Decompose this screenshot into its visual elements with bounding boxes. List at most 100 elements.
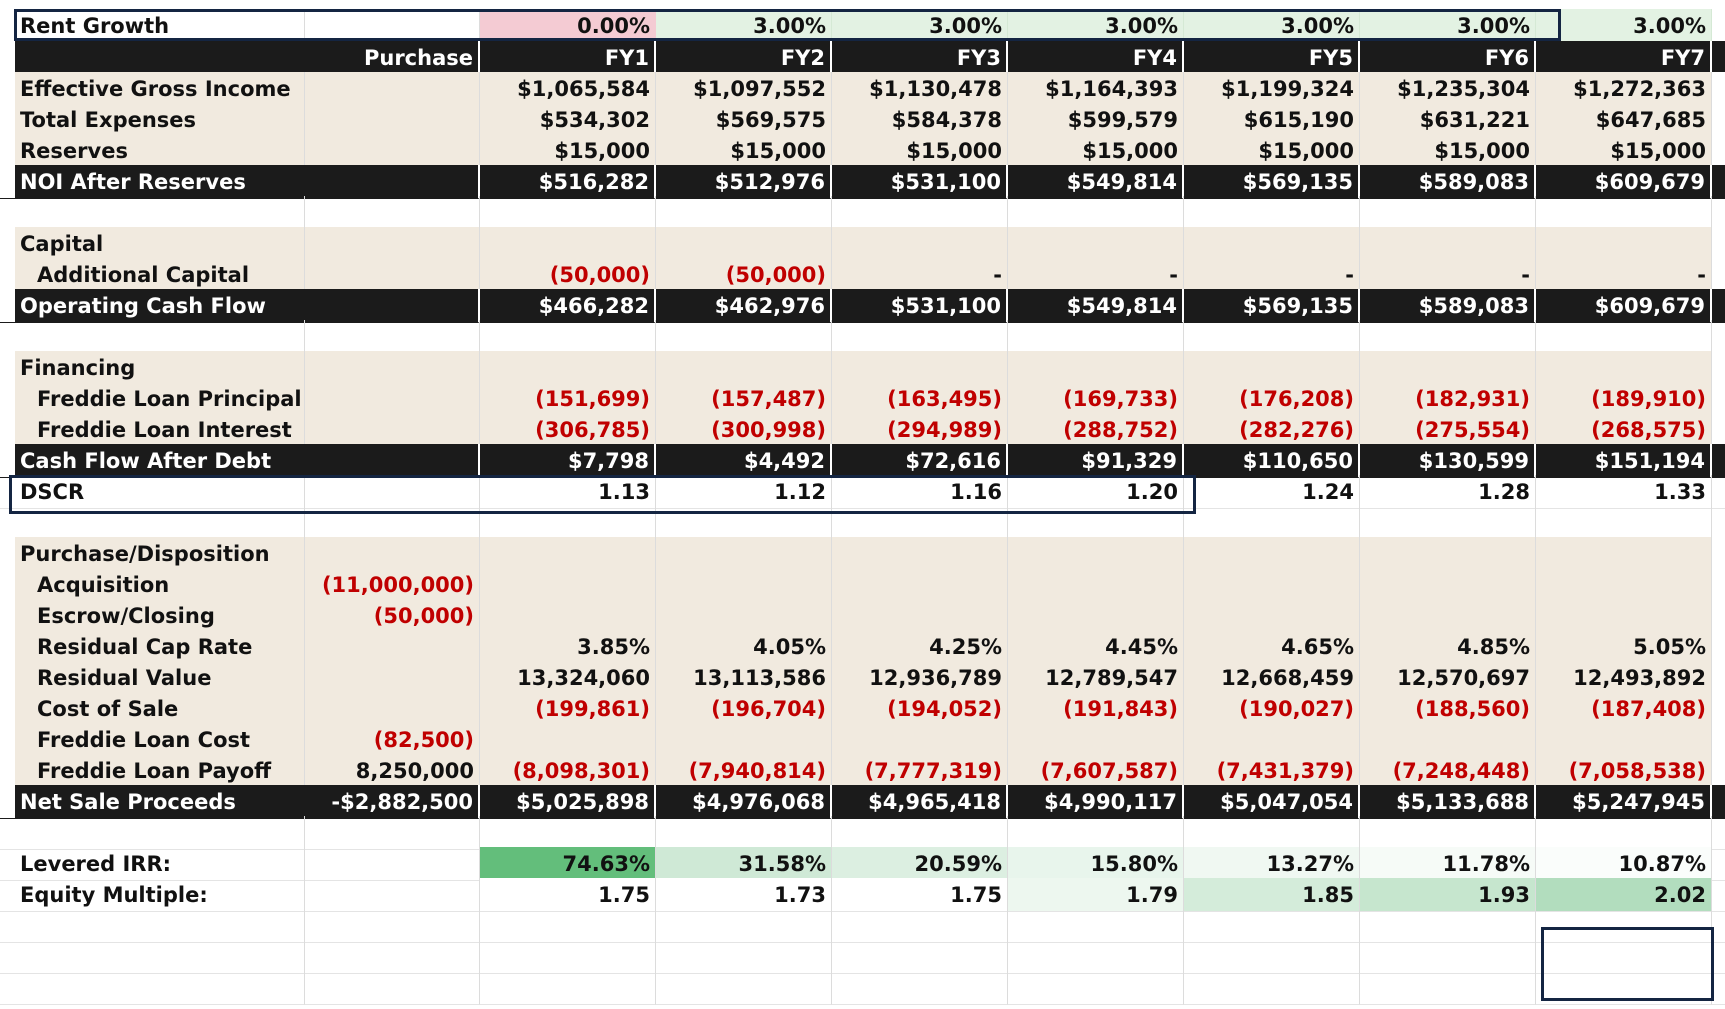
purchase-cell[interactable] xyxy=(305,506,480,540)
fy7-cell[interactable]: (189,910) xyxy=(1536,382,1712,416)
fy6-cell[interactable]: (275,554) xyxy=(1360,413,1536,447)
fy5-cell[interactable] xyxy=(1184,196,1360,230)
row-label-cell[interactable]: Reserves xyxy=(15,134,305,168)
overflow-column-cell[interactable] xyxy=(1712,41,1725,75)
fy6-cell[interactable] xyxy=(1360,940,1536,974)
fy4-cell[interactable]: (288,752) xyxy=(1008,413,1184,447)
overflow-column-cell[interactable] xyxy=(1712,537,1725,571)
fy6-cell[interactable]: (188,560) xyxy=(1360,692,1536,726)
overflow-column-cell[interactable] xyxy=(1712,196,1725,230)
fy2-cell[interactable] xyxy=(656,909,832,943)
fy3-cell[interactable]: $531,100 xyxy=(832,165,1008,199)
fy3-cell[interactable]: 3.00% xyxy=(832,9,1008,43)
purchase-cell[interactable] xyxy=(305,847,480,881)
row-gutter-cell[interactable] xyxy=(0,568,15,602)
fy4-cell[interactable]: - xyxy=(1008,258,1184,292)
fy4-cell[interactable]: $4,990,117 xyxy=(1008,785,1184,819)
fy4-cell[interactable] xyxy=(1008,940,1184,974)
fy6-cell[interactable] xyxy=(1360,723,1536,757)
fy4-cell[interactable]: 3.00% xyxy=(1008,9,1184,43)
fy5-cell[interactable]: FY5 xyxy=(1184,41,1360,75)
overflow-column-cell[interactable] xyxy=(1712,878,1725,912)
fy2-cell[interactable] xyxy=(656,537,832,571)
fy1-cell[interactable] xyxy=(480,568,656,602)
fy3-cell[interactable]: $1,130,478 xyxy=(832,72,1008,106)
fy1-cell[interactable]: 13,324,060 xyxy=(480,661,656,695)
row-label-cell[interactable]: Freddie Loan Principal xyxy=(15,382,305,416)
row-label-cell[interactable]: DSCR xyxy=(15,475,305,509)
fy4-cell[interactable]: 1.20 xyxy=(1008,475,1184,509)
row-label-cell[interactable]: Cost of Sale xyxy=(15,692,305,726)
fy1-cell[interactable]: FY1 xyxy=(480,41,656,75)
fy5-cell[interactable] xyxy=(1184,909,1360,943)
row-label-cell[interactable]: Freddie Loan Cost xyxy=(15,723,305,757)
fy4-cell[interactable]: $599,579 xyxy=(1008,103,1184,137)
fy3-cell[interactable]: $15,000 xyxy=(832,134,1008,168)
fy4-cell[interactable] xyxy=(1008,506,1184,540)
row-gutter-cell[interactable] xyxy=(0,816,15,850)
fy6-cell[interactable] xyxy=(1360,568,1536,602)
row-label-cell[interactable]: Rent Growth xyxy=(15,9,305,43)
row-gutter-cell[interactable] xyxy=(0,630,15,664)
fy6-cell[interactable] xyxy=(1360,196,1536,230)
overflow-column-cell[interactable] xyxy=(1712,227,1725,261)
fy5-cell[interactable] xyxy=(1184,568,1360,602)
fy3-cell[interactable]: - xyxy=(832,258,1008,292)
fy6-cell[interactable] xyxy=(1360,537,1536,571)
fy4-cell[interactable]: $91,329 xyxy=(1008,444,1184,478)
fy7-cell[interactable] xyxy=(1536,909,1712,943)
fy2-cell[interactable] xyxy=(656,816,832,850)
row-gutter-cell[interactable] xyxy=(0,9,15,43)
fy3-cell[interactable]: 12,936,789 xyxy=(832,661,1008,695)
fy4-cell[interactable]: 15.80% xyxy=(1008,847,1184,881)
fy4-cell[interactable] xyxy=(1008,909,1184,943)
fy2-cell[interactable]: $15,000 xyxy=(656,134,832,168)
fy5-cell[interactable] xyxy=(1184,227,1360,261)
fy7-cell[interactable] xyxy=(1536,506,1712,540)
fy6-cell[interactable]: $1,235,304 xyxy=(1360,72,1536,106)
fy4-cell[interactable] xyxy=(1008,971,1184,1005)
purchase-cell[interactable] xyxy=(305,165,480,199)
fy2-cell[interactable]: 1.12 xyxy=(656,475,832,509)
fy6-cell[interactable] xyxy=(1360,816,1536,850)
row-gutter-cell[interactable] xyxy=(0,661,15,695)
fy3-cell[interactable]: $584,378 xyxy=(832,103,1008,137)
fy6-cell[interactable]: $589,083 xyxy=(1360,289,1536,323)
fy7-cell[interactable]: FY7 xyxy=(1536,41,1712,75)
row-gutter-cell[interactable] xyxy=(0,413,15,447)
fy3-cell[interactable] xyxy=(832,723,1008,757)
fy1-cell[interactable] xyxy=(480,599,656,633)
purchase-cell[interactable] xyxy=(305,134,480,168)
fy6-cell[interactable] xyxy=(1360,909,1536,943)
fy1-cell[interactable]: 3.85% xyxy=(480,630,656,664)
purchase-cell[interactable] xyxy=(305,413,480,447)
purchase-cell[interactable] xyxy=(305,351,480,385)
row-gutter-cell[interactable] xyxy=(0,289,15,323)
fy1-cell[interactable]: $516,282 xyxy=(480,165,656,199)
fy1-cell[interactable]: 1.13 xyxy=(480,475,656,509)
row-gutter-cell[interactable] xyxy=(0,196,15,230)
fy2-cell[interactable] xyxy=(656,568,832,602)
fy2-cell[interactable]: 3.00% xyxy=(656,9,832,43)
fy3-cell[interactable] xyxy=(832,940,1008,974)
fy7-cell[interactable] xyxy=(1536,816,1712,850)
purchase-cell[interactable]: (11,000,000) xyxy=(305,568,480,602)
row-gutter-cell[interactable] xyxy=(0,599,15,633)
fy2-cell[interactable]: FY2 xyxy=(656,41,832,75)
fy4-cell[interactable]: 4.45% xyxy=(1008,630,1184,664)
purchase-cell[interactable] xyxy=(305,971,480,1005)
fy5-cell[interactable]: 13.27% xyxy=(1184,847,1360,881)
fy2-cell[interactable] xyxy=(656,971,832,1005)
purchase-cell[interactable] xyxy=(305,630,480,664)
fy6-cell[interactable]: $5,133,688 xyxy=(1360,785,1536,819)
fy2-cell[interactable]: 31.58% xyxy=(656,847,832,881)
fy3-cell[interactable]: $4,965,418 xyxy=(832,785,1008,819)
fy4-cell[interactable]: $1,164,393 xyxy=(1008,72,1184,106)
row-gutter-cell[interactable] xyxy=(0,72,15,106)
fy4-cell[interactable]: 12,789,547 xyxy=(1008,661,1184,695)
purchase-cell[interactable] xyxy=(305,320,480,354)
fy3-cell[interactable]: 4.25% xyxy=(832,630,1008,664)
fy4-cell[interactable] xyxy=(1008,723,1184,757)
fy2-cell[interactable] xyxy=(656,599,832,633)
overflow-column-cell[interactable] xyxy=(1712,289,1725,323)
